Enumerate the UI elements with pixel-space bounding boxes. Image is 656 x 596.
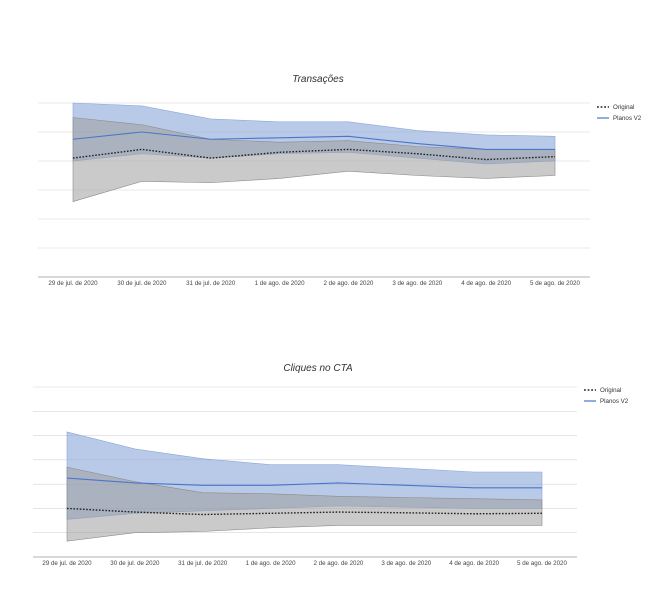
chart-title: Transações xyxy=(292,74,344,85)
confidence-bands xyxy=(72,102,556,203)
series-line-original xyxy=(72,148,556,161)
x-axis-ticks: 29 de jul. de 2020 30 de jul. de 2020 31 d… xyxy=(42,560,567,567)
x-tick-label: 4 de ago. de 2020 xyxy=(461,280,511,287)
legend-label: Planos V2 xyxy=(600,398,629,405)
legend-label: Planos V2 xyxy=(613,115,642,122)
chart-title: Cliques no CTA xyxy=(283,363,353,374)
x-tick-label: 29 de jul. de 2020 xyxy=(42,560,92,567)
x-tick-label: 4 de ago. de 2020 xyxy=(449,560,499,567)
x-tick-label: 5 de ago. de 2020 xyxy=(530,280,580,287)
x-tick-label: 29 de jul. de 2020 xyxy=(48,280,98,287)
series-lines xyxy=(72,131,556,161)
confidence-band-original xyxy=(66,466,543,542)
legend: Original Planos V2 xyxy=(597,104,642,122)
x-tick-label: 2 de ago. de 2020 xyxy=(313,560,363,567)
x-tick-label: 3 de ago. de 2020 xyxy=(392,280,442,287)
legend-label: Original xyxy=(600,387,621,394)
x-tick-label: 1 de ago. de 2020 xyxy=(255,280,305,287)
legend: Original Planos V2 xyxy=(584,387,629,405)
confidence-bands xyxy=(66,431,543,542)
x-tick-label: 3 de ago. de 2020 xyxy=(381,560,431,567)
confidence-band-original xyxy=(72,117,556,203)
x-tick-label: 31 de jul. de 2020 xyxy=(186,280,236,287)
x-tick-label: 2 de ago. de 2020 xyxy=(323,280,373,287)
x-tick-label: 5 de ago. de 2020 xyxy=(517,560,567,567)
series-lines xyxy=(66,477,543,516)
x-tick-label: 30 de jul. de 2020 xyxy=(117,280,167,287)
x-tick-label: 30 de jul. de 2020 xyxy=(110,560,160,567)
series-line-planos-v2 xyxy=(72,131,555,150)
x-tick-label: 1 de ago. de 2020 xyxy=(246,560,296,567)
series-line-original xyxy=(66,507,543,516)
series-line-planos-v2 xyxy=(66,477,542,489)
chart-cliques-cta: Cliques no CTA 29 de jul. de 2020 30 de j… xyxy=(33,363,629,567)
x-tick-label: 31 de jul. de 2020 xyxy=(178,560,228,567)
chart-transacoes: Transações 29 de jul. de 2020 30 de jul. … xyxy=(38,74,642,287)
legend-label: Original xyxy=(613,104,634,111)
x-axis-ticks: 29 de jul. de 2020 30 de jul. de 2020 31 d… xyxy=(48,280,580,287)
